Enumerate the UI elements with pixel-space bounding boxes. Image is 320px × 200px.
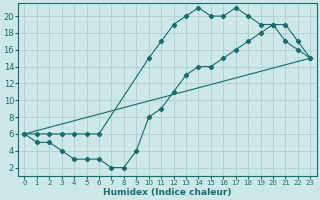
X-axis label: Humidex (Indice chaleur): Humidex (Indice chaleur): [103, 188, 232, 197]
